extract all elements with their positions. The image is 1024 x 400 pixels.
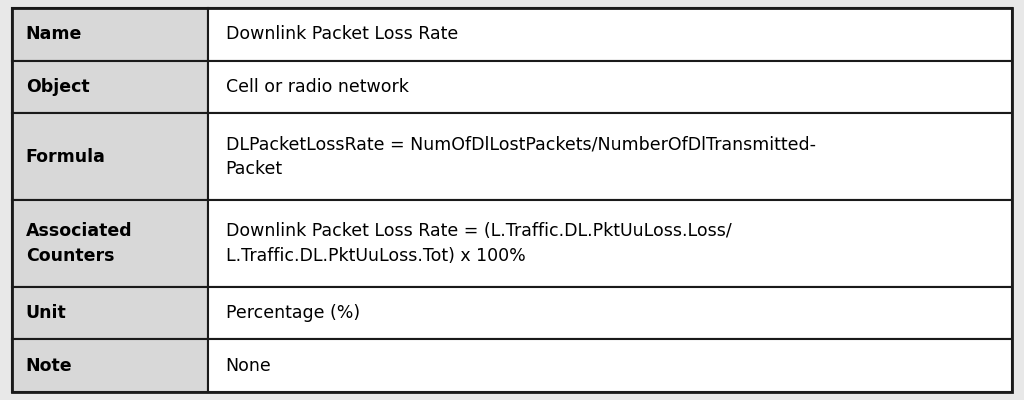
Text: Note: Note <box>26 357 73 375</box>
Bar <box>12 113 208 200</box>
Bar <box>208 113 1012 200</box>
Text: Associated
Counters: Associated Counters <box>26 222 132 265</box>
Bar <box>208 8 1012 61</box>
Bar <box>12 339 208 392</box>
Text: Object: Object <box>26 78 89 96</box>
Text: Percentage (%): Percentage (%) <box>225 304 359 322</box>
Bar <box>208 339 1012 392</box>
Bar <box>208 287 1012 339</box>
Text: DLPacketLossRate = NumOfDlLostPackets/NumberOfDlTransmitted-
Packet: DLPacketLossRate = NumOfDlLostPackets/Nu… <box>225 135 816 178</box>
Text: None: None <box>225 357 271 375</box>
Bar <box>12 200 208 287</box>
Bar <box>12 61 208 113</box>
Text: Name: Name <box>26 25 82 43</box>
Text: Downlink Packet Loss Rate = (L.Traffic.DL.PktUuLoss.Loss/
L.Traffic.DL.PktUuLoss: Downlink Packet Loss Rate = (L.Traffic.D… <box>225 222 731 265</box>
Text: Formula: Formula <box>26 148 105 166</box>
Bar <box>208 61 1012 113</box>
Text: Cell or radio network: Cell or radio network <box>225 78 409 96</box>
Text: Downlink Packet Loss Rate: Downlink Packet Loss Rate <box>225 25 458 43</box>
Text: Unit: Unit <box>26 304 67 322</box>
Bar <box>12 287 208 339</box>
Bar <box>208 200 1012 287</box>
Bar <box>12 8 208 61</box>
